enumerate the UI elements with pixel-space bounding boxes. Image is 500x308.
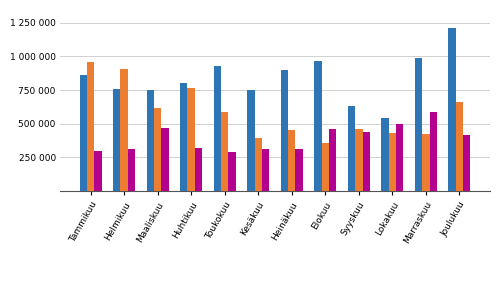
Bar [214,66,221,191]
Bar [296,148,303,191]
Bar [382,118,388,191]
Bar [355,129,362,191]
Bar [280,70,288,191]
Bar [415,58,422,191]
Bar [348,106,355,191]
Bar [80,75,87,191]
Bar [362,132,370,191]
Bar [254,139,262,191]
Bar [87,62,94,191]
Bar [262,148,270,191]
Bar [463,135,470,191]
Bar [221,111,228,191]
Bar [430,111,437,191]
Bar [422,134,430,191]
Bar [154,107,162,191]
Bar [146,90,154,191]
Bar [456,102,463,191]
Bar [396,124,404,191]
Bar [120,69,128,191]
Bar [180,83,188,191]
Bar [113,89,120,191]
Bar [329,129,336,191]
Bar [162,128,168,191]
Bar [94,151,102,191]
Bar [188,88,195,191]
Bar [288,130,296,191]
Bar [128,148,135,191]
Bar [314,61,322,191]
Bar [228,152,236,191]
Bar [388,133,396,191]
Bar [247,90,254,191]
Bar [448,28,456,191]
Bar [195,148,202,191]
Bar [322,143,329,191]
